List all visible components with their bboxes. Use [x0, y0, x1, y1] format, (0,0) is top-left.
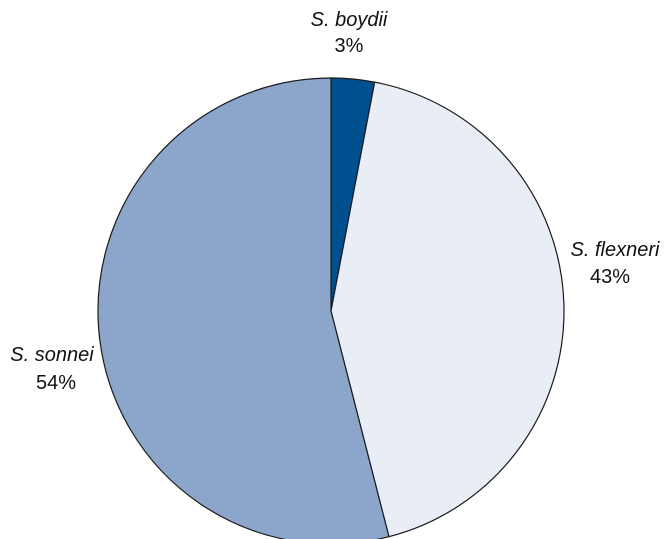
pie-slice-s-flexneri — [330, 81, 565, 538]
slice-label-sonnei: S. sonnei 54% — [10, 344, 94, 394]
pie-slices — [97, 77, 565, 539]
slice-label-flexneri: S. flexneri 43% — [571, 239, 660, 288]
slice-label-boydii: S. boydii 3% — [311, 9, 388, 57]
pie-slice-s-sonnei — [97, 77, 390, 539]
slice-name-boydii: S. boydii — [311, 9, 388, 31]
slice-name-flexneri: S. flexneri — [571, 239, 660, 261]
slice-percent-sonnei: 54% — [36, 372, 76, 394]
slice-percent-boydii: 3% — [335, 35, 364, 57]
slice-name-sonnei: S. sonnei — [10, 344, 94, 366]
slice-percent-flexneri: 43% — [590, 266, 630, 288]
